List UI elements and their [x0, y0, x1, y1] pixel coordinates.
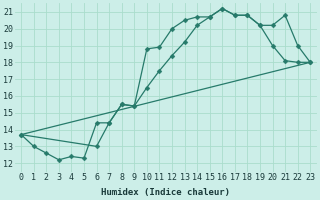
X-axis label: Humidex (Indice chaleur): Humidex (Indice chaleur) [101, 188, 230, 197]
